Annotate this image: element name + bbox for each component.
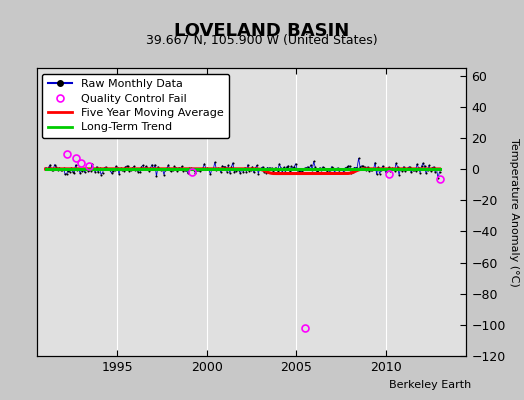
Text: Berkeley Earth: Berkeley Earth bbox=[389, 380, 472, 390]
Legend: Raw Monthly Data, Quality Control Fail, Five Year Moving Average, Long-Term Tren: Raw Monthly Data, Quality Control Fail, … bbox=[42, 74, 230, 138]
Y-axis label: Temperature Anomaly (°C): Temperature Anomaly (°C) bbox=[509, 138, 519, 286]
Text: LOVELAND BASIN: LOVELAND BASIN bbox=[174, 22, 350, 40]
Text: 39.667 N, 105.900 W (United States): 39.667 N, 105.900 W (United States) bbox=[146, 34, 378, 47]
